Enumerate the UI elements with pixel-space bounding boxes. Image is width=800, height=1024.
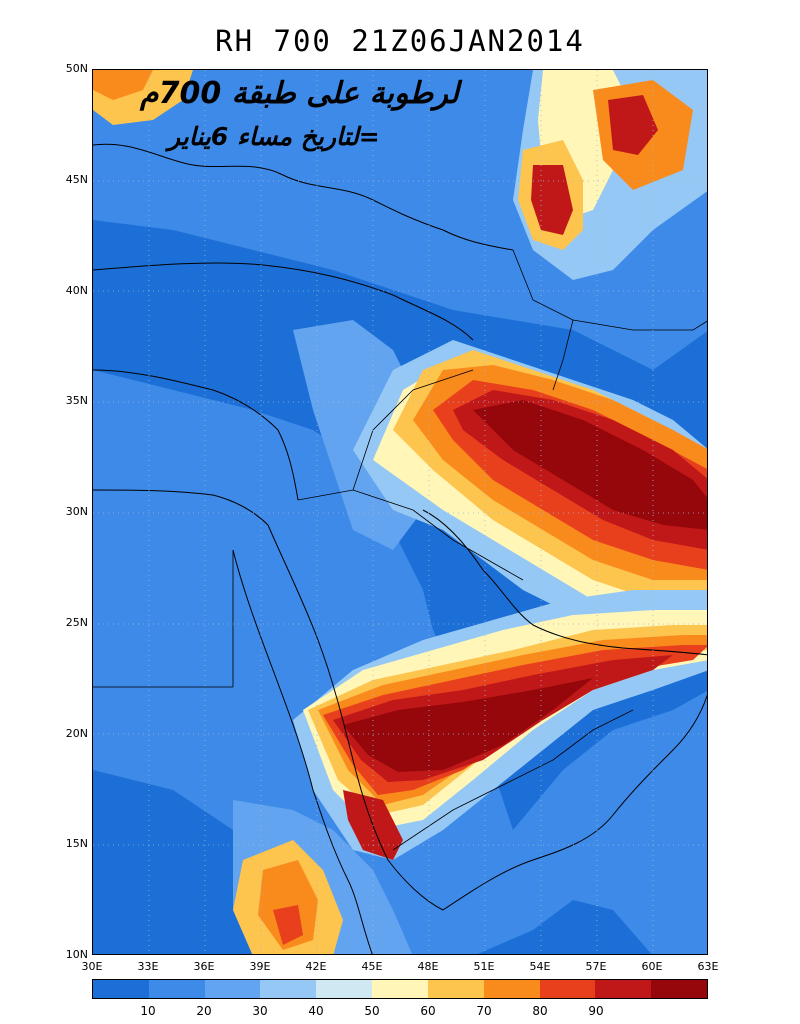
lat-label: 15N (65, 837, 88, 851)
field-red-horn (273, 905, 303, 945)
coastline-persian-gulf (422, 509, 707, 656)
colorbar-segment (316, 980, 373, 998)
lat-label: 45N (65, 172, 88, 186)
colorbar-segment (483, 980, 540, 998)
lon-label: 39E (249, 960, 271, 973)
coastline-anatolia (93, 262, 474, 341)
colorbar-label: 40 (308, 1004, 324, 1018)
lon-label: 36E (193, 960, 215, 973)
colorbar-segment (651, 980, 707, 998)
border-saudi-yemen (392, 709, 634, 851)
coastline-mediterranean (93, 369, 299, 501)
lon-label: 57E (585, 960, 607, 973)
lon-label: 45E (361, 960, 383, 973)
lon-label: 51E (473, 960, 495, 973)
colorbar-segment (539, 980, 596, 998)
colorbar-segment (93, 980, 149, 998)
lon-label: 48E (417, 960, 439, 973)
annotation-line-1: لرطوبة على طبقة 700م (140, 76, 460, 111)
field-maroon-arabia (343, 678, 593, 772)
lon-label: 33E (137, 960, 159, 973)
border-caucasus-iran (512, 249, 707, 391)
coastline-red-sea-east (267, 524, 444, 911)
colorbar-segment (427, 980, 484, 998)
colorbar-label: 50 (364, 1004, 380, 1018)
colorbar-segment (595, 980, 652, 998)
coastline-black-sea (93, 143, 514, 251)
lon-label: 54E (529, 960, 551, 973)
colorbar-label: 80 (532, 1004, 548, 1018)
rh-field-svg (93, 70, 707, 954)
map-title: RH 700 21Z06JAN2014 (215, 24, 585, 58)
colorbar-label: 70 (476, 1004, 492, 1018)
colorbar-segment (204, 980, 261, 998)
lat-label: 25N (65, 615, 88, 629)
coastline-egypt (93, 489, 269, 526)
lat-label: 20N (65, 726, 88, 740)
map-area (92, 69, 708, 955)
coastline-arabian-sea (442, 694, 707, 911)
colorbar (92, 979, 708, 999)
lat-label: 30N (65, 505, 88, 518)
colorbar-segment (372, 980, 428, 998)
border-levant (297, 369, 524, 581)
lon-label: 60E (641, 960, 663, 973)
field-orange-horn (258, 860, 318, 950)
field-orange-nw (93, 70, 153, 100)
border-sudan (93, 550, 234, 688)
lon-label: 30E (81, 960, 103, 973)
lat-label: 50N (65, 62, 88, 75)
field-red-caucasus-e (608, 95, 658, 155)
lat-label: 40N (65, 283, 88, 297)
field-maroon-mesopotamia (473, 400, 707, 530)
colorbar-label: 10 (140, 1004, 156, 1018)
lat-label: 10N (65, 948, 88, 961)
colorbar-label: 20 (196, 1004, 212, 1018)
lon-label: 42E (305, 960, 327, 973)
lat-label: 35N (65, 394, 88, 408)
colorbar-segment (148, 980, 205, 998)
annotation-line-2: =لتاريخ مساء 6يناير (168, 122, 380, 151)
field-red-caucasus-w (531, 165, 573, 235)
colorbar-segment (260, 980, 317, 998)
colorbar-label: 60 (420, 1004, 436, 1018)
colorbar-label: 90 (588, 1004, 604, 1018)
colorbar-label: 30 (252, 1004, 268, 1018)
coastline-red-sea-west (232, 549, 373, 954)
lon-label: 63E (697, 960, 719, 973)
